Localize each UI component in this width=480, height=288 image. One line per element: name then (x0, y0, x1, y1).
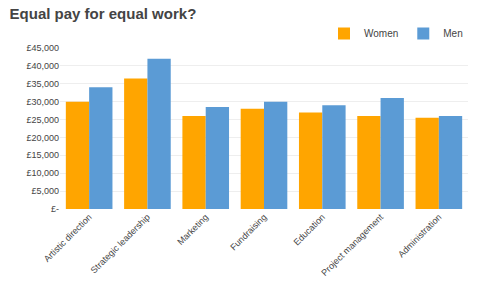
svg-text:Men: Men (443, 28, 462, 39)
svg-text:Equal pay for equal work?: Equal pay for equal work? (10, 5, 197, 22)
svg-text:£15,000: £15,000 (26, 150, 59, 160)
svg-text:£30,000: £30,000 (26, 97, 59, 107)
svg-text:£45,000: £45,000 (26, 43, 59, 53)
svg-text:Strategic leadership: Strategic leadership (89, 212, 152, 275)
svg-text:Marketing: Marketing (175, 212, 210, 247)
svg-text:Artistic direction: Artistic direction (42, 212, 94, 264)
svg-text:£25,000: £25,000 (26, 115, 59, 125)
svg-text:£20,000: £20,000 (26, 133, 59, 143)
svg-text:Administration: Administration (396, 212, 443, 259)
svg-text:£-: £- (51, 204, 59, 214)
svg-text:Women: Women (364, 28, 398, 39)
svg-text:Fundraising: Fundraising (228, 212, 268, 252)
svg-text:£40,000: £40,000 (26, 61, 59, 71)
svg-text:Project management: Project management (319, 212, 385, 278)
svg-text:£10,000: £10,000 (26, 168, 59, 178)
svg-text:£5,000: £5,000 (31, 186, 59, 196)
svg-text:Education: Education (292, 212, 327, 247)
svg-text:£35,000: £35,000 (26, 79, 59, 89)
